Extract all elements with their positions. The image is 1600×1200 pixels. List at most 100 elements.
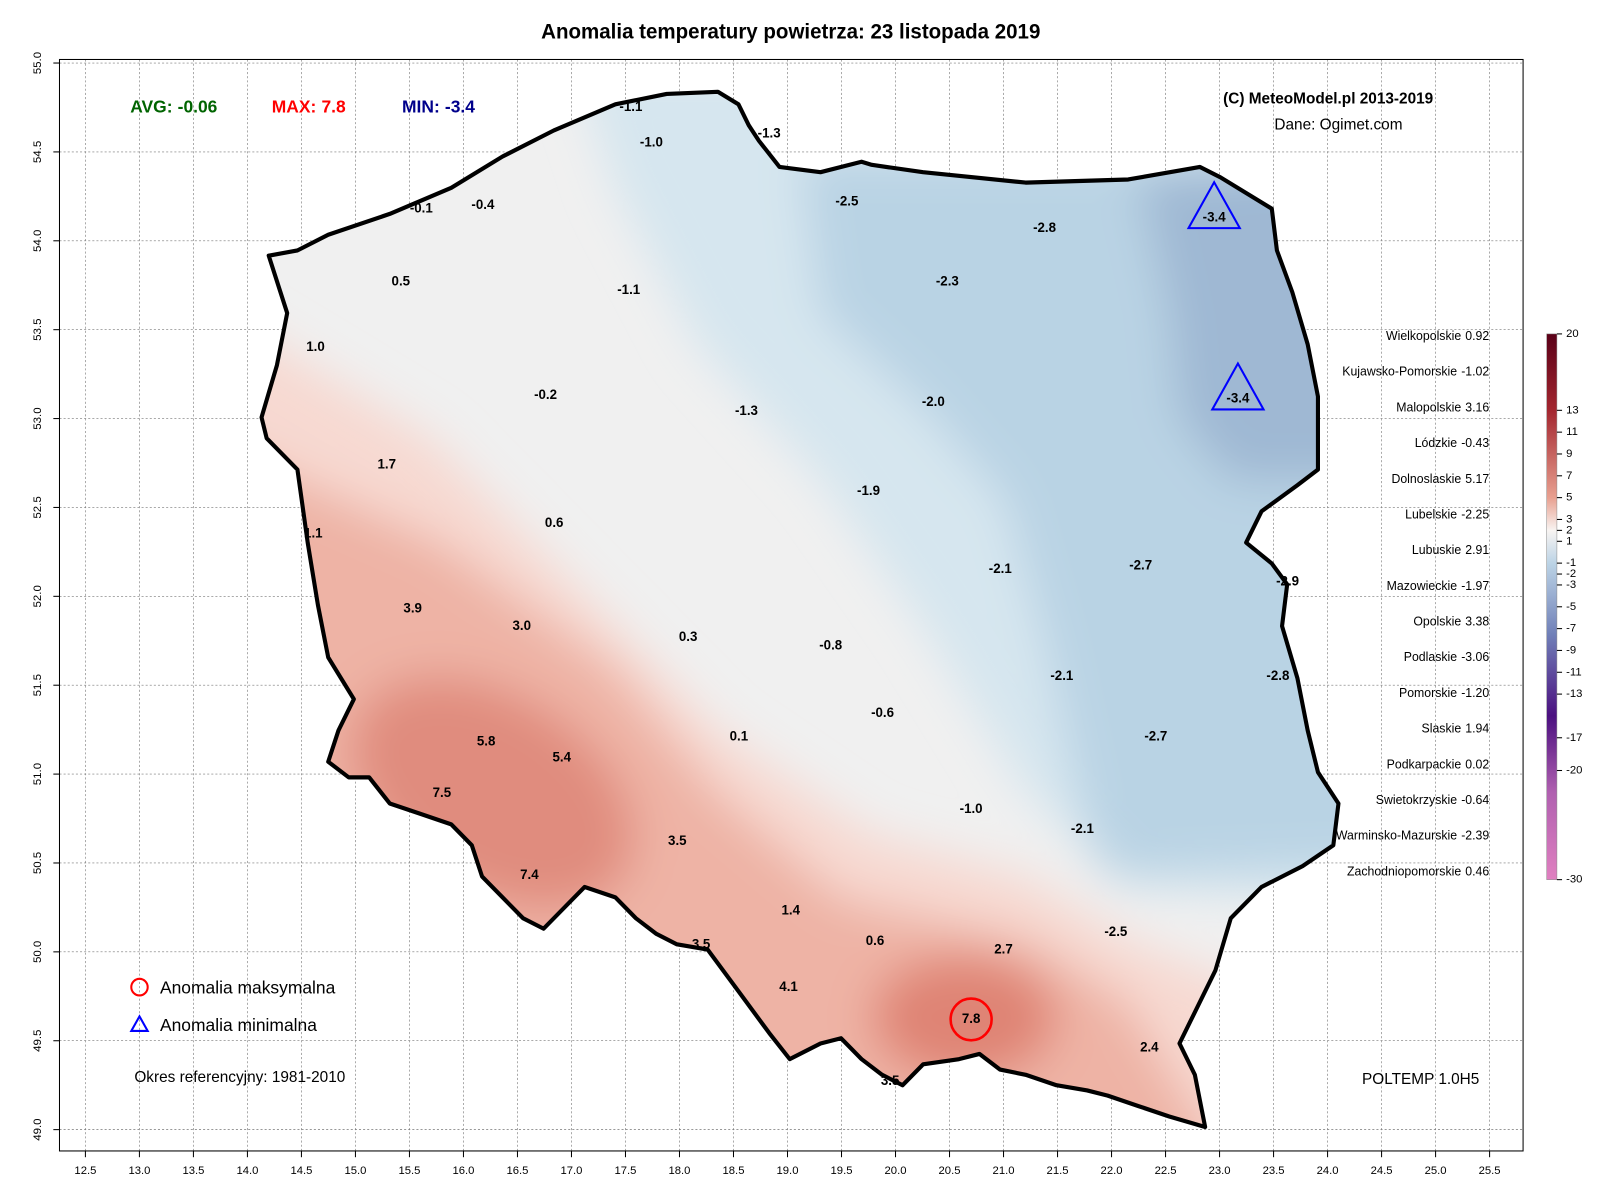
- x-tick-label: 22.0: [1101, 1165, 1123, 1177]
- region-entry: Podkarpackie 0.02: [1387, 758, 1490, 772]
- x-tick-label: 16.0: [452, 1165, 474, 1177]
- region-value: -1.20: [1461, 686, 1489, 700]
- region-value: -2.25: [1461, 508, 1489, 522]
- station-value: 0.3: [679, 629, 698, 644]
- y-tick-label: 51.0: [32, 763, 44, 785]
- station-value: -1.9: [857, 483, 880, 498]
- colorbar-tick-label: 13: [1566, 404, 1579, 416]
- station-value: 3.5: [881, 1073, 900, 1088]
- region-name: Slaskie: [1422, 722, 1462, 736]
- region-value: 5.17: [1465, 472, 1489, 486]
- stat: AVG: -0.06: [130, 97, 217, 117]
- station-value: -2.7: [1129, 558, 1152, 573]
- x-tick-label: 14.5: [290, 1165, 312, 1177]
- region-name: Dolnoslaskie: [1391, 472, 1461, 486]
- colorbar-tick-label: -1: [1566, 557, 1576, 569]
- x-tick-label: 20.0: [885, 1165, 907, 1177]
- legend-max-symbol: [130, 977, 149, 997]
- region-name: Swietokrzyskie: [1376, 793, 1457, 807]
- y-tick-label: 49.0: [32, 1118, 44, 1140]
- station-value: -0.1: [410, 200, 433, 215]
- region-entry: Dolnoslaskie 5.17: [1391, 472, 1489, 486]
- colorbar-tick-label: -7: [1566, 623, 1576, 635]
- stat-value: 7.8: [321, 97, 345, 117]
- station-value: 1.4: [781, 902, 800, 917]
- station-value: -2.8: [1033, 220, 1056, 235]
- station-value: 0.6: [866, 933, 885, 948]
- x-tick-label: 15.0: [344, 1165, 366, 1177]
- x-tick-label: 18.0: [669, 1165, 691, 1177]
- colorbar-tick-label: 9: [1566, 448, 1572, 460]
- reference-period: Okres referencyjny: 1981-2010: [134, 1069, 345, 1086]
- station-value: -1.0: [960, 801, 983, 816]
- region-entry: Opolskie 3.38: [1413, 615, 1489, 629]
- region-entry: Zachodniopomorskie 0.46: [1347, 865, 1489, 879]
- credit: (C) MeteoModel.pl 2013-2019: [1223, 90, 1433, 107]
- colorbar-tick-label: 20: [1566, 328, 1579, 340]
- y-tick-label: 52.5: [32, 496, 44, 518]
- region-name: Podkarpackie: [1387, 758, 1462, 772]
- station-value: -2.1: [1050, 668, 1073, 683]
- station-value: 2.4: [1140, 1039, 1159, 1054]
- x-tick-label: 17.0: [560, 1165, 582, 1177]
- station-value: 7.8: [962, 1011, 981, 1026]
- x-tick-label: 25.0: [1425, 1165, 1447, 1177]
- station-value: -2.5: [835, 193, 858, 208]
- y-tick-label: 50.0: [32, 941, 44, 963]
- region-value: 1.94: [1465, 722, 1489, 736]
- region-value: 0.02: [1465, 758, 1489, 772]
- stat-value: -0.06: [178, 97, 218, 117]
- station-value: 5.8: [477, 734, 496, 749]
- region-value: 0.46: [1465, 865, 1489, 879]
- region-entry: Swietokrzyskie -0.64: [1376, 793, 1490, 807]
- region-name: Lubelskie: [1405, 508, 1457, 522]
- region-name: Warminsko-Mazurskie: [1336, 829, 1457, 843]
- region-entry: Warminsko-Mazurskie -2.39: [1336, 829, 1489, 843]
- x-tick-label: 13.0: [128, 1165, 150, 1177]
- station-value: -0.8: [819, 638, 842, 653]
- x-tick-label: 15.5: [398, 1165, 420, 1177]
- station-value: 1.0: [306, 339, 325, 354]
- stat-label: AVG:: [130, 97, 172, 117]
- region-entry: Podlaskie -3.06: [1404, 650, 1490, 664]
- station-value: -0.6: [871, 705, 894, 720]
- station-value: -2.7: [1144, 728, 1167, 743]
- model-version: POLTEMP 1.0H5: [1362, 1071, 1479, 1088]
- region-name: Mazowieckie: [1387, 579, 1457, 593]
- station-value: -2.0: [922, 394, 945, 409]
- station-value: 3.0: [513, 618, 532, 633]
- y-tick-label: 54.0: [32, 230, 44, 252]
- station-value: -2.1: [1071, 821, 1094, 836]
- colorbar: [1546, 333, 1558, 880]
- station-value: -2.1: [989, 561, 1012, 576]
- station-value: -1.3: [735, 403, 758, 418]
- region-value: 2.91: [1465, 543, 1489, 557]
- colorbar-tick-label: -30: [1566, 874, 1582, 886]
- colorbar-tick-label: 11: [1566, 426, 1578, 438]
- station-value: 3.9: [403, 600, 422, 615]
- region-entry: Lubelskie -2.25: [1405, 508, 1489, 522]
- station-value: 1.7: [378, 456, 397, 471]
- colorbar-tick-label: 3: [1566, 513, 1572, 525]
- region-entry: Mazowieckie -1.97: [1387, 579, 1490, 593]
- station-value: -1.1: [619, 99, 642, 114]
- x-tick-label: 24.0: [1317, 1165, 1339, 1177]
- stat: MAX: 7.8: [272, 97, 346, 117]
- x-tick-label: 18.5: [723, 1165, 745, 1177]
- station-value: -3.4: [1226, 390, 1249, 405]
- x-tick-label: 16.5: [506, 1165, 528, 1177]
- station-value: -3.4: [1203, 209, 1226, 224]
- legend-max: Anomalia maksymalna: [160, 977, 336, 997]
- x-tick-label: 13.5: [182, 1165, 204, 1177]
- region-value: -0.43: [1461, 436, 1489, 450]
- region-value: -1.02: [1461, 365, 1489, 379]
- region-entry: Slaskie 1.94: [1422, 722, 1490, 736]
- region-entry: Wielkopolskie 0.92: [1386, 329, 1489, 343]
- station-value: -2.3: [936, 273, 959, 288]
- region-entry: Lódzkie -0.43: [1415, 436, 1490, 450]
- region-name: Zachodniopomorskie: [1347, 865, 1461, 879]
- region-entry: Kujawsko-Pomorskie -1.02: [1342, 365, 1489, 379]
- station-value: -1.1: [617, 282, 640, 297]
- region-value: 3.38: [1465, 615, 1489, 629]
